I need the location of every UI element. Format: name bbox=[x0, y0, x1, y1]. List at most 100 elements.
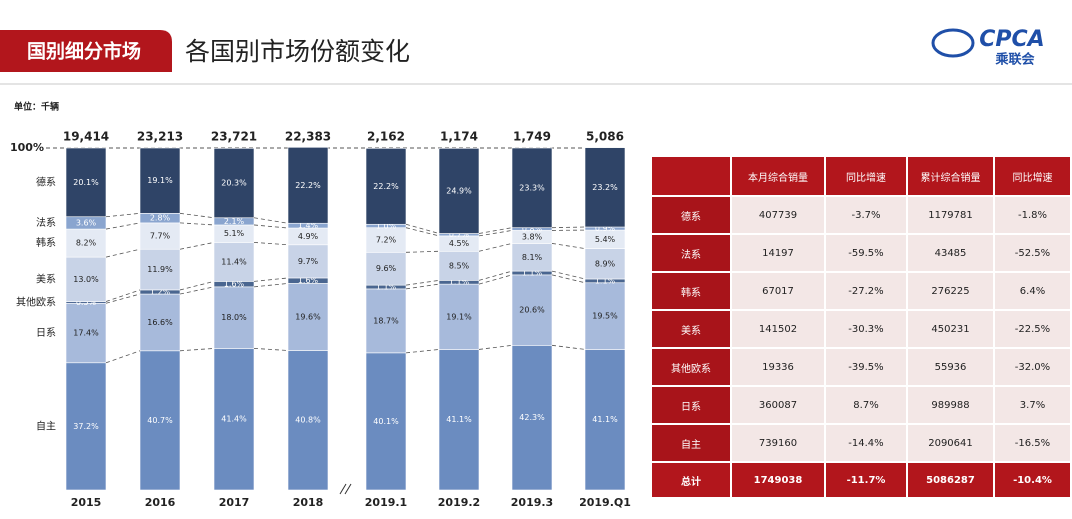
table-cell: 43485 bbox=[906, 233, 995, 273]
x-tick-label: 2016 bbox=[145, 496, 176, 509]
value-label: 19.1% bbox=[147, 176, 173, 185]
bar-segment bbox=[365, 288, 407, 354]
value-label: 9.6% bbox=[376, 264, 397, 273]
connector bbox=[478, 344, 513, 350]
value-label: 19.6% bbox=[295, 312, 321, 321]
sales-table: 本月综合销量 同比增速 累计综合销量 同比增速 德系 407739 -3.7% 1179781… bbox=[650, 155, 1072, 499]
x-tick-label: 2019.Q1 bbox=[579, 496, 631, 509]
total-label: 22,383 bbox=[285, 130, 331, 144]
bar-segment bbox=[511, 147, 553, 228]
connector bbox=[551, 226, 586, 229]
total-label: 1,749 bbox=[513, 130, 551, 144]
total-label: 19,414 bbox=[63, 130, 109, 144]
bar-segment bbox=[584, 147, 626, 228]
table-cell: 本月综合销量 bbox=[730, 155, 826, 197]
table-cell: 55936 bbox=[906, 347, 995, 387]
table-cell: 累计综合销量 bbox=[906, 155, 995, 197]
total-label: 23,721 bbox=[211, 130, 257, 144]
value-label: 24.9% bbox=[446, 186, 472, 195]
value-label: 20.1% bbox=[73, 178, 99, 187]
connector bbox=[253, 224, 289, 229]
connector bbox=[405, 250, 440, 253]
connector bbox=[551, 270, 586, 280]
value-label: 5.1% bbox=[224, 229, 245, 238]
connector bbox=[105, 248, 141, 258]
table-cell: -10.4% bbox=[993, 461, 1072, 499]
bar-segment bbox=[584, 349, 626, 491]
value-label: 13.0% bbox=[73, 275, 99, 284]
table-cell: 19336 bbox=[730, 347, 826, 387]
x-tick-label: 2019.1 bbox=[365, 496, 407, 509]
x-tick-label: 2018 bbox=[293, 496, 324, 509]
table-cell: -52.5% bbox=[993, 233, 1072, 273]
value-label: 1.1% bbox=[376, 283, 397, 292]
connector bbox=[179, 348, 215, 352]
connector bbox=[105, 222, 141, 230]
table-cell: -22.5% bbox=[993, 309, 1072, 349]
value-label: 42.3% bbox=[519, 413, 545, 422]
table-cell: 3.7% bbox=[993, 385, 1072, 425]
connector bbox=[179, 222, 215, 226]
connector bbox=[179, 280, 215, 291]
bar-segment bbox=[365, 227, 407, 253]
table-row: 德系 407739 -3.7% 1179781 -1.8% bbox=[650, 195, 1072, 235]
series-label: 德系 bbox=[36, 175, 56, 188]
table-cell: 989988 bbox=[906, 385, 995, 425]
tag-bg bbox=[0, 30, 172, 72]
value-label: 19.1% bbox=[446, 312, 472, 321]
table-cell: -14.4% bbox=[824, 423, 908, 463]
table-cell: 其他欧系 bbox=[650, 347, 732, 387]
value-label: 1.6% bbox=[224, 280, 245, 289]
value-label: 3.8% bbox=[522, 232, 543, 241]
value-label: 1.4% bbox=[298, 221, 319, 230]
value-label: 23.3% bbox=[519, 183, 545, 192]
y-tick-label: 100% bbox=[10, 141, 44, 154]
value-label: 1.1% bbox=[522, 269, 543, 278]
x-tick-label: 2015 bbox=[71, 496, 102, 509]
value-label: 1.2% bbox=[150, 287, 171, 296]
value-label: 0.8% bbox=[522, 225, 543, 234]
table-cell: 14197 bbox=[730, 233, 826, 273]
value-label: 5.4% bbox=[595, 235, 616, 244]
total-label: 23,213 bbox=[137, 130, 183, 144]
connector bbox=[105, 293, 141, 304]
bar-segment bbox=[65, 228, 107, 258]
table-cell: 美系 bbox=[650, 309, 732, 349]
value-label: 11.4% bbox=[221, 257, 247, 266]
x-tick-label: 2017 bbox=[219, 496, 250, 509]
value-label: 1.1% bbox=[449, 278, 470, 287]
connector bbox=[253, 348, 289, 351]
value-label: 37.2% bbox=[73, 422, 99, 431]
value-label: 7.2% bbox=[376, 235, 397, 244]
table-cell: 67017 bbox=[730, 271, 826, 311]
total-label: 2,162 bbox=[367, 130, 405, 144]
connector bbox=[105, 350, 141, 364]
table-row: 日系 360087 8.7% 989988 3.7% bbox=[650, 385, 1072, 425]
value-label: 23.2% bbox=[592, 183, 618, 192]
value-label: 9.7% bbox=[298, 257, 319, 266]
table-cell: 德系 bbox=[650, 195, 732, 235]
connector bbox=[551, 243, 586, 249]
table-cell: 同比增速 bbox=[993, 155, 1072, 197]
bar-segment bbox=[65, 302, 107, 364]
bar-segment bbox=[65, 147, 107, 218]
logo-sub: 乘联会 bbox=[994, 52, 1035, 68]
value-label: 20.6% bbox=[519, 306, 545, 315]
table-cell: 同比增速 bbox=[824, 155, 908, 197]
bar-segment bbox=[365, 352, 407, 491]
bar-segment bbox=[287, 147, 329, 224]
connector bbox=[179, 286, 215, 295]
connector bbox=[478, 230, 513, 237]
bar-segment bbox=[213, 348, 255, 491]
bar-segment bbox=[139, 350, 181, 491]
value-label: 40.1% bbox=[373, 417, 399, 426]
connector bbox=[253, 217, 289, 224]
value-label: 0.7% bbox=[449, 230, 470, 239]
table-cell: 5086287 bbox=[906, 461, 995, 499]
connector bbox=[405, 283, 440, 290]
value-label: 4.9% bbox=[298, 232, 319, 241]
connector bbox=[179, 212, 215, 219]
table-cell: 2090641 bbox=[906, 423, 995, 463]
axis-break bbox=[339, 483, 347, 495]
